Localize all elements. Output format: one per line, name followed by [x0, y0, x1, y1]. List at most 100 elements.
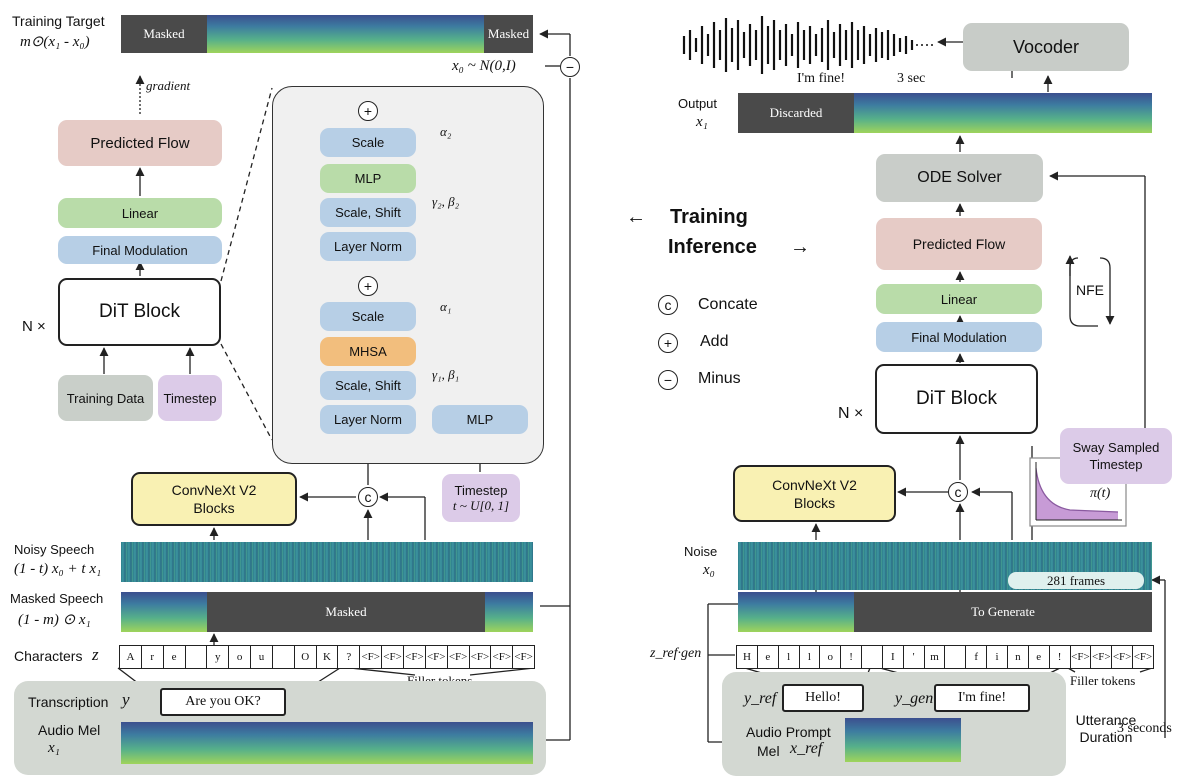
waveform-text: I'm fine! [797, 71, 846, 86]
gamma1-beta1-label: γ₁, β₁ [432, 367, 460, 382]
char-cell: ' [904, 646, 925, 668]
char-cell: O [295, 646, 317, 668]
transcription-text-box: Are you OK? [160, 688, 286, 716]
char-cell: u [251, 646, 273, 668]
y-ref-label: y_ref [744, 690, 777, 707]
ode-solver-box: ODE Solver [876, 154, 1043, 202]
convnext-box: ConvNeXt V2 Blocks [131, 472, 297, 526]
three-seconds-label: 3 seconds [1117, 721, 1172, 736]
filler-tokens-label-right: Filler tokens [1070, 673, 1136, 688]
x0-distribution: x₀ ~ N(0,I) [452, 58, 516, 74]
final-modulation-box-right: Final Modulation [876, 322, 1042, 352]
mhsa-box: MHSA [320, 337, 416, 366]
transcription-label: Transcription [28, 694, 109, 710]
char-cell: o [820, 646, 842, 668]
char-cell: ? [338, 646, 361, 668]
char-cell: <F> [1133, 651, 1153, 663]
utterance-duration-label: Utterance Duration [1075, 712, 1137, 745]
char-cell: l [800, 646, 821, 668]
layer-norm-box-top: Layer Norm [320, 232, 416, 261]
gamma2-beta2-label: γ₂, β₂ [432, 194, 460, 209]
masked-region-end: Masked [484, 15, 533, 53]
noise-label: Noise [684, 544, 718, 559]
mlp-box-top: MLP [320, 164, 416, 193]
scale-shift-box-bottom: Scale, Shift [320, 371, 416, 400]
char-cell: l [779, 646, 800, 668]
dit-block-box-right: DiT Block [875, 364, 1038, 434]
gradient-label: gradient [146, 78, 191, 93]
concate-icon: c [658, 295, 678, 315]
x-ref-label: x_ref [790, 740, 823, 757]
sway-sampled-timestep-box: Sway Sampled Timestep [1060, 428, 1172, 484]
concate-label: Concate [698, 296, 758, 313]
char-cell [186, 646, 208, 668]
char-cell: <F> [1112, 646, 1134, 668]
minus-icon: − [560, 57, 580, 77]
noise-var: x₀ [703, 562, 715, 578]
waveform-icon [682, 16, 914, 74]
char-cell [945, 646, 967, 668]
scale-shift-box-top: Scale, Shift [320, 198, 416, 227]
add-label: Add [700, 333, 729, 350]
training-data-box: Training Data [58, 375, 153, 421]
char-cell: m [925, 646, 946, 668]
scale-box-bottom: Scale [320, 302, 416, 331]
convnext-box-right: ConvNeXt V2 Blocks [733, 465, 896, 522]
timestep-box: Timestep [158, 375, 222, 421]
char-cell [273, 646, 295, 668]
alpha2-label: α₂ [440, 124, 452, 139]
output-var: x₁ [696, 114, 708, 130]
char-cell: e [164, 646, 186, 668]
char-cell: ! [1050, 646, 1071, 668]
timestep-sample-label: Timestep [454, 482, 508, 498]
minus-label: Minus [698, 370, 741, 387]
characters-row-right: H e l l o ! I ' m f i n e ! <F> <F> <F> … [736, 645, 1154, 669]
training-target-formula: m⊙(x₁ - x₀) [20, 34, 90, 50]
pi-t-label: π(t) [1090, 486, 1111, 501]
char-cell: <F> [1071, 646, 1092, 668]
mlp-box-side: MLP [432, 405, 528, 434]
dit-block-box: DiT Block [58, 278, 221, 346]
predicted-flow-box: Predicted Flow [58, 120, 222, 166]
transcription-var: y [122, 690, 130, 709]
inference-label: Inference [668, 236, 757, 258]
noisy-speech-formula: (1 - t) x₀ + t x₁ [14, 561, 102, 577]
linear-box: Linear [58, 198, 222, 228]
audio-mel-var: x₁ [48, 740, 60, 756]
minus-icon: − [658, 370, 678, 390]
y-gen-label: y_gen [895, 690, 934, 707]
masked-speech-label: Masked Speech [10, 591, 104, 606]
training-arrow-icon: ← [626, 206, 646, 228]
audio-prompt-label: Audio Prompt [746, 724, 831, 740]
to-generate-region: To Generate [854, 592, 1152, 632]
concate-icon: c [948, 482, 968, 502]
char-cell: <F> [1091, 646, 1113, 668]
char-cell: o [229, 646, 252, 668]
add-icon: + [358, 276, 378, 296]
vocoder-box: Vocoder [963, 23, 1129, 71]
timestep-sample-box: Timestep t ~ U[0, 1] [442, 474, 520, 522]
char-cell: <F> [404, 646, 426, 668]
im-fine-text-box: I'm fine! [934, 684, 1030, 712]
audio-prompt-spectrogram [845, 718, 961, 762]
char-cell: <F> [382, 646, 404, 668]
mel-label: Mel [757, 743, 780, 759]
linear-box-right: Linear [876, 284, 1042, 314]
noisy-speech-spectrogram [121, 542, 533, 582]
char-cell: n [1008, 646, 1029, 668]
discarded-region: Discarded [738, 93, 854, 133]
char-cell: <F> [470, 646, 492, 668]
char-cell: A [120, 646, 142, 668]
char-cell: e [1029, 646, 1050, 668]
training-target-label: Training Target [12, 13, 105, 29]
audio-mel-spectrogram [121, 722, 533, 764]
frames-badge: 281 frames [1008, 572, 1144, 589]
output-label: Output [678, 96, 718, 111]
z-ref-gen-label: z_ref·gen [650, 646, 702, 661]
char-cell: <F> [360, 646, 383, 668]
training-label: Training [670, 206, 748, 228]
char-cell: e [758, 646, 779, 668]
add-icon: + [358, 101, 378, 121]
char-cell: K [317, 646, 339, 668]
char-cell: <F> [448, 646, 470, 668]
